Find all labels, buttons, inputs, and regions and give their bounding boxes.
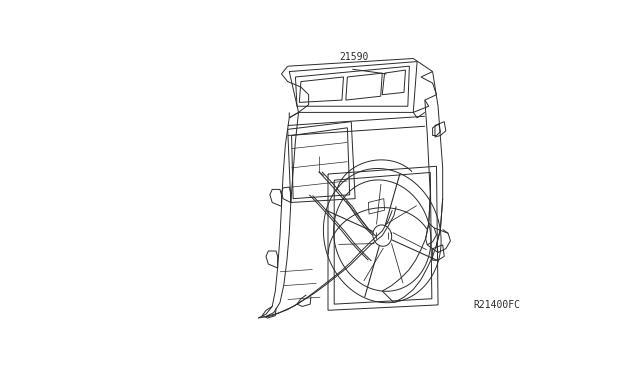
Text: R21400FC: R21400FC (473, 300, 520, 310)
Text: 21590: 21590 (339, 52, 368, 62)
